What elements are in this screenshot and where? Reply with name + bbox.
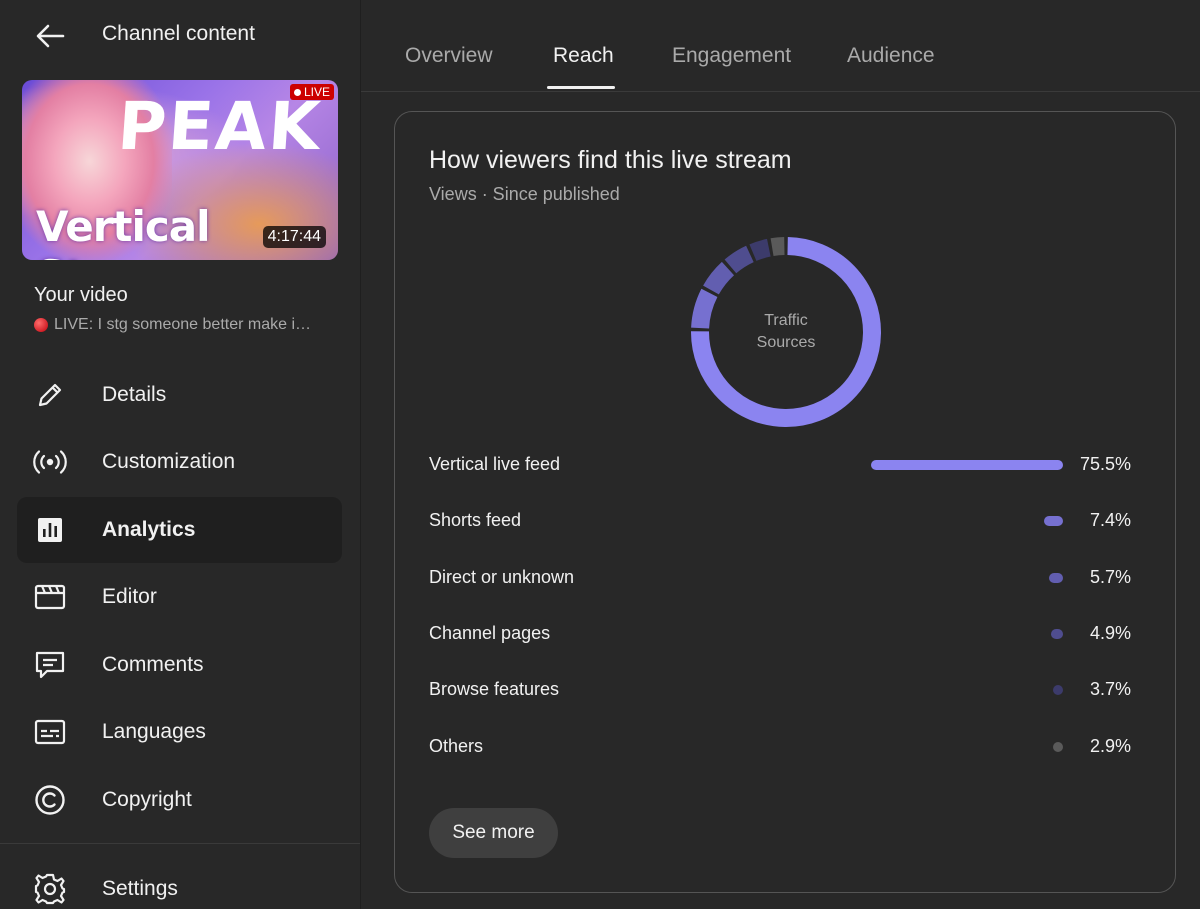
thumbnail-subtitle-text: Vertical Stream [36,202,211,260]
traffic-source-percent: 5.7% [1089,566,1131,587]
traffic-source-percent: 4.9% [1089,622,1131,643]
sidebar-item-label: Editor [102,585,157,608]
traffic-source-percent: 75.5% [1079,454,1131,474]
traffic-source-row: Vertical live feed 75.5% [429,450,1131,480]
sidebar-item-copyright[interactable]: Copyright [17,767,342,833]
comment-icon [33,648,67,682]
pencil-icon [33,378,67,412]
donut-center-label: Traffic Sources [689,235,883,429]
video-title-text: LIVE: I stg someone better make i… [54,316,312,333]
sidebar-item-label: Copyright [102,788,192,811]
sidebar-item-label: Analytics [102,518,196,541]
sidebar-item-analytics[interactable]: Analytics [17,497,342,563]
video-duration: 4:17:44 [262,226,326,248]
traffic-source-label: Others [429,735,484,756]
thumbnail-character [22,80,172,260]
donut-slice-shorts-feed[interactable] [691,288,718,329]
sidebar-item-comments[interactable]: Comments [17,632,342,698]
traffic-source-row: Shorts feed 7.4% [429,506,1131,536]
sidebar-border [360,0,361,909]
traffic-sources-card: How viewers find this live stream Views … [394,111,1176,893]
live-badge-label: LIVE [303,85,330,99]
back-button[interactable] [28,16,72,56]
donut-slice-channel-pages[interactable] [724,245,754,274]
traffic-source-percent: 2.9% [1089,735,1131,756]
sidebar-item-customization[interactable]: Customization [17,429,342,495]
tab-engagement[interactable]: Engagement [672,44,792,67]
clapperboard-icon [33,580,67,614]
sidebar-item-label: Settings [102,877,178,900]
sidebar-divider [0,843,360,844]
traffic-source-bar [1044,516,1063,527]
sidebar-item-details[interactable]: Details [17,362,342,428]
tab-audience[interactable]: Audience [847,44,935,67]
subtitles-icon [33,715,67,749]
traffic-source-bar [1053,741,1063,752]
traffic-source-row: Channel pages 4.9% [429,619,1131,649]
traffic-sources-donut: Traffic Sources [689,235,883,429]
broadcast-icon [33,445,67,479]
donut-slice-direct-or-unknown[interactable] [703,261,735,295]
traffic-source-bar [1053,685,1063,696]
traffic-source-label: Vertical live feed [429,454,561,474]
see-more-button[interactable]: See more [429,808,558,858]
sidebar-item-label: Comments [102,653,204,676]
tab-bar: Overview Reach Engagement Audience [361,0,1200,92]
sidebar-item-editor[interactable]: Editor [17,564,342,630]
sidebar-item-label: Customization [102,450,236,473]
analytics-icon [33,513,67,547]
traffic-source-bar [1048,572,1063,583]
traffic-source-label: Shorts feed [429,510,522,531]
sidebar-header: Channel content [0,0,360,70]
sidebar-item-settings[interactable]: Settings [17,856,342,909]
traffic-source-row: Direct or unknown 5.7% [429,563,1131,593]
donut-slice-browse-features[interactable] [749,238,771,262]
traffic-source-label: Channel pages [429,622,551,643]
video-thumbnail[interactable]: PEAK Vertical Stream LIVE 4:17:44 [22,80,338,260]
red-circle-icon [34,318,48,332]
traffic-source-label: Browse features [429,679,560,700]
traffic-source-percent: 3.7% [1089,679,1131,700]
traffic-source-bar [1050,628,1063,639]
live-badge: LIVE [289,84,334,100]
your-video-label: Your video [34,284,128,306]
active-tab-indicator [547,86,615,89]
donut-label-line1: Traffic [764,312,808,329]
sidebar-item-languages[interactable]: Languages [17,699,342,765]
sidebar-item-label: Details [102,383,167,406]
traffic-source-row: Others 2.9% [429,732,1131,762]
page-title: Channel content [102,22,255,45]
tab-reach[interactable]: Reach [553,44,614,67]
donut-chart [691,237,881,427]
card-title: How viewers find this live stream [429,146,792,174]
tab-overview[interactable]: Overview [405,44,493,67]
gear-icon [33,872,67,906]
video-title: LIVE: I stg someone better make i… [34,316,334,334]
arrow-back-icon [36,24,65,48]
traffic-source-label: Direct or unknown [429,566,575,587]
traffic-source-bar [871,460,1063,470]
live-dot-icon [293,88,301,96]
donut-slice-vertical-live-feed[interactable] [691,237,881,427]
sidebar-item-label: Languages [102,720,206,743]
donut-slice-others[interactable] [770,237,785,257]
traffic-source-percent: 7.4% [1089,510,1131,531]
card-subtitle: Views · Since published [429,184,620,204]
donut-label-line2: Sources [756,334,816,351]
sidebar: Channel content PEAK Vertical Stream LIV… [0,0,360,909]
copyright-icon [33,783,67,817]
traffic-source-row: Browse features 3.7% [429,675,1131,705]
